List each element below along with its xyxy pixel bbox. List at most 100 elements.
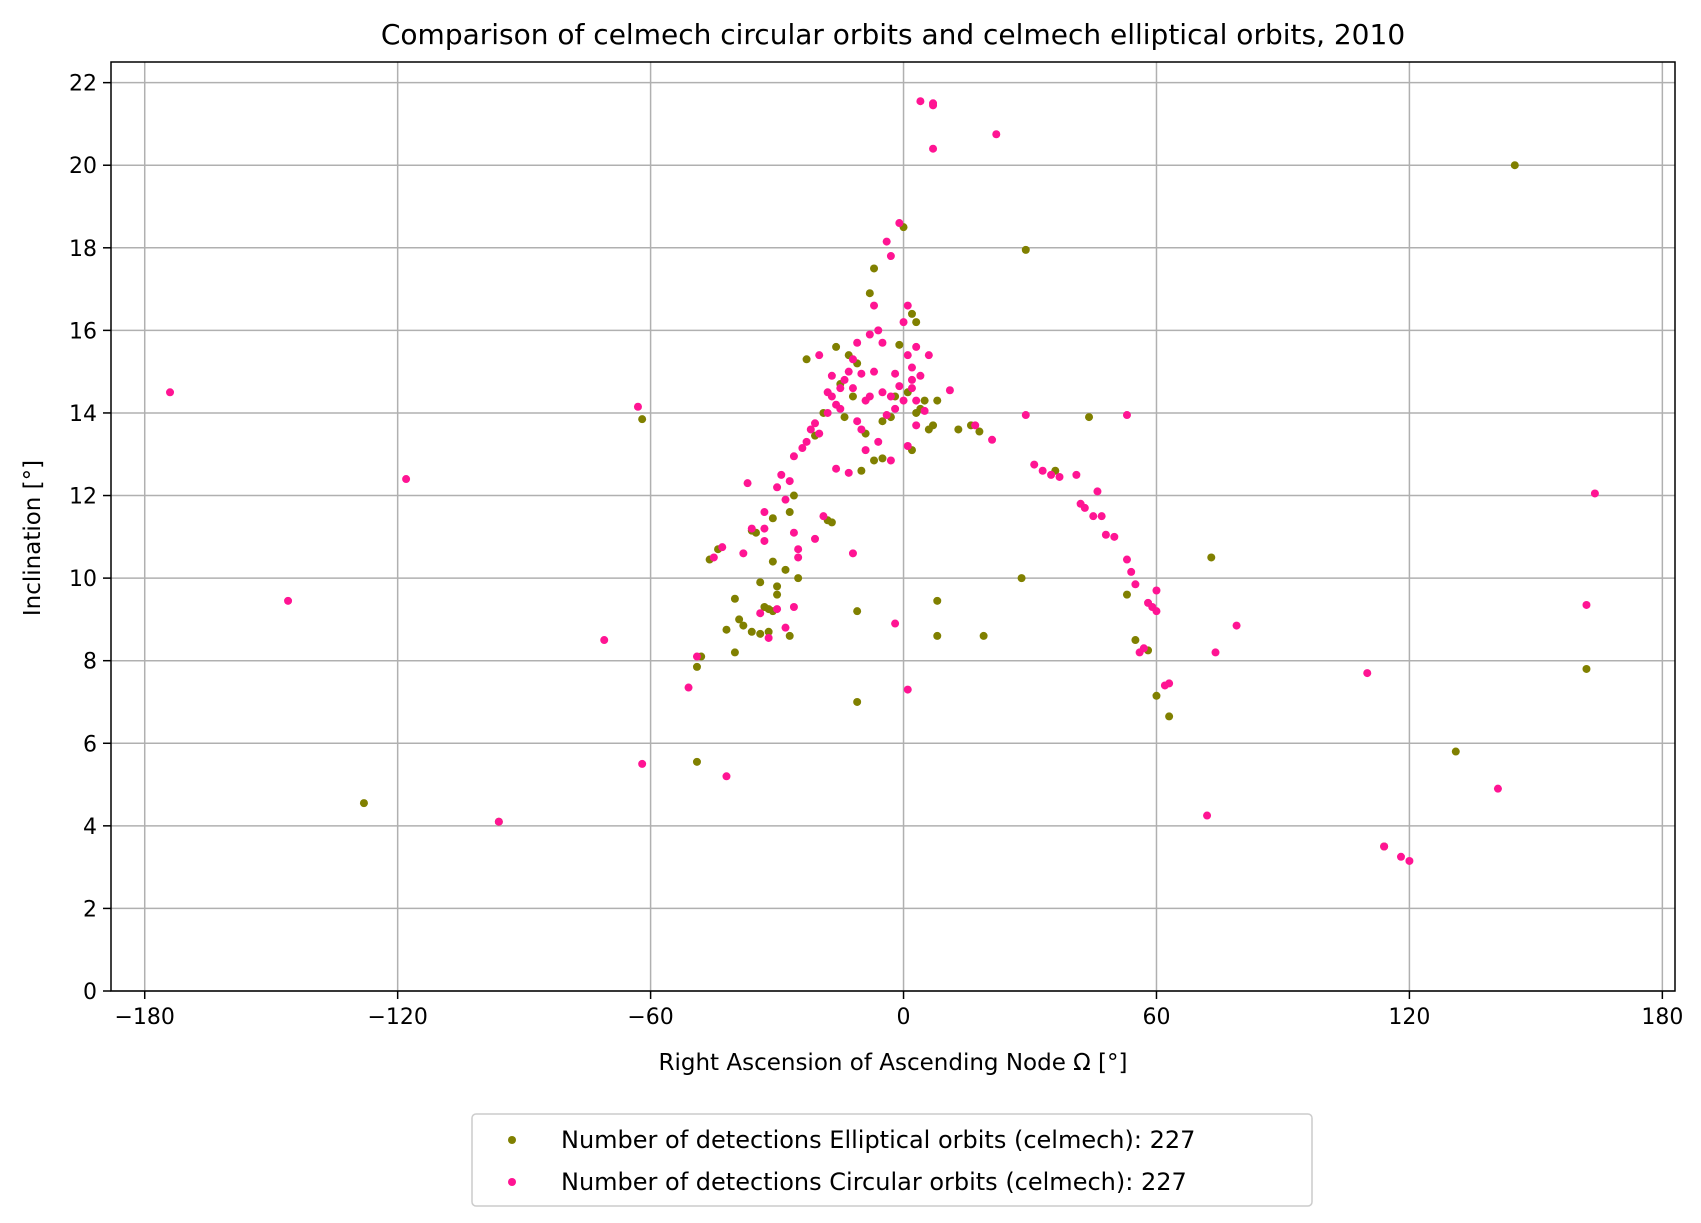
data-point [789, 528, 798, 537]
data-point [979, 631, 988, 640]
data-point [865, 289, 874, 298]
data-point [747, 524, 756, 533]
data-point [840, 413, 849, 422]
legend-label-elliptical: Number of detections Elliptical orbits (… [561, 1126, 1195, 1154]
data-point [1021, 245, 1030, 254]
data-point [718, 543, 727, 552]
data-point [798, 444, 807, 453]
data-point [832, 464, 841, 473]
data-point [912, 318, 921, 327]
data-point [865, 330, 874, 339]
data-point [882, 411, 891, 420]
y-tick-label: 2 [83, 897, 97, 922]
data-point [891, 619, 900, 628]
data-point [756, 609, 765, 618]
data-point [1363, 669, 1372, 678]
data-point [882, 237, 891, 246]
data-point [1085, 413, 1094, 422]
data-point [1047, 470, 1056, 479]
data-point [789, 452, 798, 461]
chart-title: Comparison of celmech circular orbits an… [381, 18, 1405, 51]
data-point [1122, 555, 1131, 564]
data-point [878, 338, 887, 347]
data-point [916, 371, 925, 380]
data-point [1232, 621, 1241, 630]
data-point [781, 623, 790, 632]
data-point [920, 396, 929, 405]
y-tick-label: 20 [69, 154, 97, 179]
data-point [857, 369, 866, 378]
data-point [823, 408, 832, 417]
y-tick-label: 0 [83, 980, 97, 1005]
data-point [1093, 487, 1102, 496]
data-point [692, 662, 701, 671]
data-point [802, 355, 811, 364]
data-point [945, 386, 954, 395]
data-point [815, 351, 824, 360]
y-tick-label: 18 [69, 237, 97, 262]
data-point [907, 375, 916, 384]
data-point [1165, 679, 1174, 688]
data-point [1152, 691, 1161, 700]
data-point [907, 309, 916, 318]
data-point [857, 425, 866, 434]
data-point [899, 396, 908, 405]
data-point [903, 441, 912, 450]
data-point [692, 757, 701, 766]
y-tick-label: 6 [83, 732, 97, 757]
data-point [853, 338, 862, 347]
data-point [929, 99, 938, 108]
data-point [756, 578, 765, 587]
data-point [1211, 648, 1220, 657]
data-point [760, 508, 769, 517]
data-point [359, 799, 368, 808]
legend: Number of detections Elliptical orbits (… [471, 1113, 1313, 1207]
x-tick-label: −60 [627, 1005, 673, 1030]
x-tick-label: −120 [367, 1005, 427, 1030]
data-point [638, 415, 647, 424]
data-point [773, 483, 782, 492]
data-point [760, 524, 769, 533]
data-point [1080, 503, 1089, 512]
data-point [1089, 512, 1098, 521]
data-point [878, 417, 887, 426]
data-point [929, 421, 938, 430]
legend-box [471, 1113, 1313, 1207]
data-point [638, 759, 647, 768]
y-tick-label: 4 [83, 815, 97, 840]
data-point [891, 369, 900, 378]
data-point [886, 252, 895, 261]
data-point [773, 582, 782, 591]
x-tick-label: 120 [1388, 1005, 1430, 1030]
data-point [895, 382, 904, 391]
data-point [916, 97, 925, 106]
data-point [832, 342, 841, 351]
data-point [1122, 411, 1131, 420]
data-point [747, 627, 756, 636]
x-tick-label: 60 [1142, 1005, 1170, 1030]
data-point [709, 553, 718, 562]
data-point [730, 594, 739, 603]
data-point [494, 817, 503, 826]
data-point [1030, 460, 1039, 469]
data-point [1582, 600, 1591, 609]
data-point [785, 477, 794, 486]
data-point [692, 652, 701, 661]
data-point [1097, 512, 1106, 521]
data-point [789, 491, 798, 500]
legend-label-circular: Number of detections Circular orbits (ce… [561, 1168, 1187, 1196]
data-point [929, 144, 938, 153]
data-point [895, 219, 904, 228]
data-point [1203, 811, 1212, 820]
data-point [827, 371, 836, 380]
data-point [870, 367, 879, 376]
data-point [768, 514, 777, 523]
data-point [1072, 470, 1081, 479]
data-point [844, 468, 853, 477]
data-point [912, 421, 921, 430]
data-point [785, 631, 794, 640]
y-tick-label: 10 [69, 567, 97, 592]
data-point [827, 518, 836, 527]
data-point [891, 404, 900, 413]
